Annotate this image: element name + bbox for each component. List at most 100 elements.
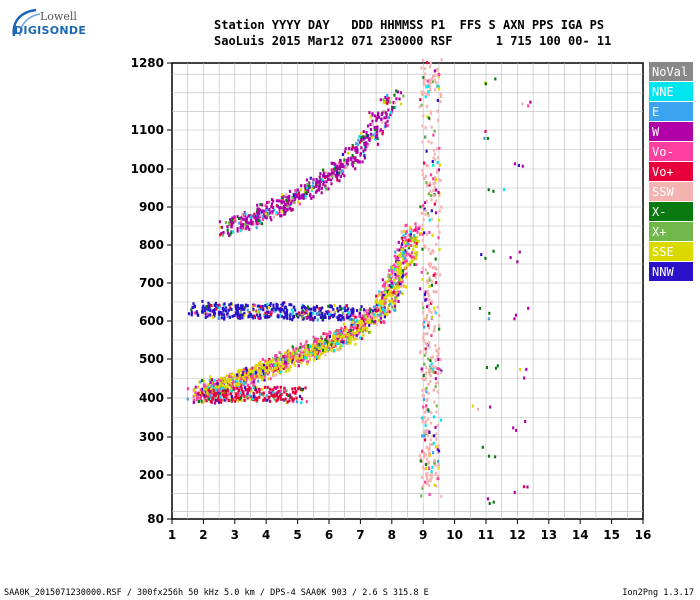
trace-dot <box>291 358 294 362</box>
trace-dot <box>328 347 332 351</box>
trace-dot <box>426 482 429 486</box>
trace-dot <box>260 210 264 214</box>
trace-dot <box>371 316 374 320</box>
trace-dot <box>424 467 428 471</box>
trace-dot <box>288 360 291 364</box>
trace-dot <box>275 394 278 398</box>
trace-dot <box>426 184 429 188</box>
trace-dot <box>349 157 353 161</box>
trace-dot <box>218 310 221 314</box>
trace-dot <box>264 359 267 363</box>
trace-dot <box>311 184 314 188</box>
trace-dot <box>289 395 292 399</box>
trace-dot <box>391 266 394 270</box>
trace-dot <box>306 306 310 310</box>
trace-dot <box>206 383 209 387</box>
trace-dot <box>437 474 440 478</box>
x-tick-label: 10 <box>446 528 463 542</box>
trace-dot <box>355 309 359 313</box>
legend-item-ssw: SSW <box>649 182 693 202</box>
trace-dot <box>301 194 304 198</box>
trace-dot <box>387 288 390 292</box>
trace-dot <box>310 196 313 200</box>
trace-dot <box>333 164 336 168</box>
trace-dot <box>398 248 401 252</box>
trace-dot <box>420 270 423 274</box>
trace-dot <box>290 312 293 316</box>
trace-dot <box>311 344 314 348</box>
trace-dot <box>203 397 207 401</box>
trace-dot <box>293 350 296 354</box>
trace-dot <box>302 317 305 321</box>
trace-dot <box>261 378 264 382</box>
trace-dot <box>240 391 243 395</box>
trace-dot <box>383 309 387 313</box>
trace-dot <box>330 349 333 353</box>
y-tick-label: 200 <box>139 468 164 482</box>
legend-item-sse: SSE <box>649 242 693 262</box>
trace-dot <box>283 389 287 393</box>
trace-dot <box>287 357 290 361</box>
trace-dot <box>395 268 398 272</box>
trace-dot <box>201 310 205 314</box>
trace-dot <box>330 313 333 317</box>
trace-dot <box>318 187 321 191</box>
trace-dot <box>283 315 286 319</box>
trace-dot <box>320 347 323 351</box>
trace-dot <box>319 309 322 313</box>
trace-dot <box>299 394 302 398</box>
trace-dot <box>381 300 384 304</box>
trace-dot <box>261 376 264 380</box>
trace-dot <box>318 312 321 316</box>
trace-dot <box>198 380 201 384</box>
trace-dot <box>432 194 435 198</box>
trace-dot <box>494 366 498 370</box>
trace-dot <box>279 313 282 317</box>
trace-dot <box>355 142 358 146</box>
trace-dot <box>259 316 262 320</box>
trace-dot <box>394 308 397 312</box>
trace-dot <box>399 290 402 294</box>
trace-dot <box>280 393 283 397</box>
trace-dot <box>422 338 426 342</box>
trace-dot <box>226 385 229 389</box>
x-tick-label: 12 <box>509 528 526 542</box>
trace-dot <box>231 221 234 225</box>
trace-dot <box>346 341 349 345</box>
trace-dot <box>223 398 226 402</box>
trace-dot <box>387 307 390 311</box>
trace-dot <box>502 188 506 192</box>
trace-dot <box>476 407 480 411</box>
trace-dot <box>332 337 335 341</box>
trace-dot <box>423 231 426 235</box>
trace-dot <box>439 100 442 104</box>
trace-dot <box>395 285 398 289</box>
trace-dot <box>433 188 437 192</box>
trace-dot <box>213 311 217 315</box>
legend-item-vo-: Vo+ <box>649 162 693 182</box>
trace-dot <box>331 174 334 178</box>
trace-dot <box>387 99 390 103</box>
trace-dot <box>425 164 428 168</box>
trace-dot <box>360 131 363 135</box>
trace-dot <box>206 305 209 309</box>
trace-dot <box>394 250 397 254</box>
trace-dot <box>312 195 315 199</box>
trace-dot <box>205 399 208 403</box>
trace-dot <box>364 148 367 152</box>
trace-dot <box>391 285 395 289</box>
trace-dot <box>299 346 302 350</box>
trace-dot <box>377 319 380 323</box>
trace-dot <box>411 260 414 264</box>
trace-dot <box>328 172 331 176</box>
trace-dot <box>429 358 432 362</box>
trace-dot <box>393 280 396 284</box>
trace-dot <box>240 224 243 228</box>
trace-dot <box>251 305 254 309</box>
trace-dot <box>265 201 269 205</box>
trace-dot <box>210 378 213 382</box>
trace-dot <box>190 313 193 317</box>
trace-dot <box>404 238 407 242</box>
trace-dot <box>216 389 219 393</box>
trace-dot <box>300 345 304 349</box>
